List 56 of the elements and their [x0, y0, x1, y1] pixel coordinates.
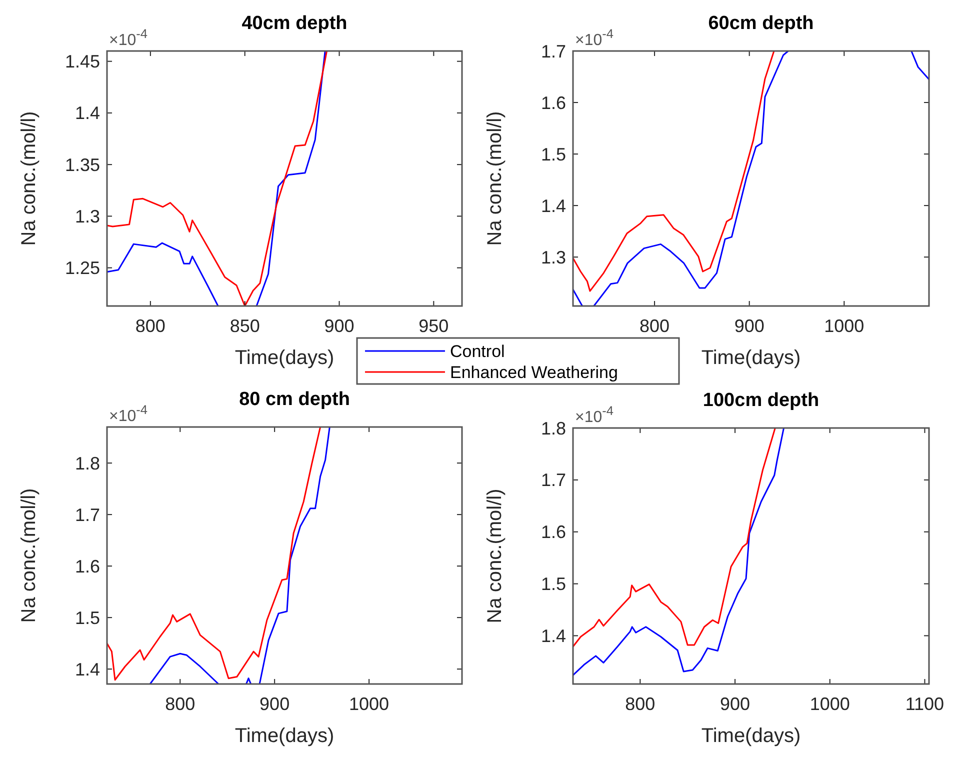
x-axis-title: Time(days) [701, 725, 801, 747]
line-series [573, 428, 785, 676]
line-series [573, 51, 775, 292]
y-tick-label: 1.6 [74, 556, 100, 576]
y-tick-label: 1.35 [64, 154, 100, 175]
x-axis-title: Time(days) [234, 347, 334, 369]
y-tick-label: 1.5 [540, 574, 566, 594]
x-tick-label: 900 [720, 694, 750, 714]
line-series [573, 428, 776, 648]
line-series [107, 427, 322, 681]
x-tick-label: 1000 [349, 694, 390, 714]
text: ×10$^{-4}$ [575, 402, 614, 426]
y-tick-label: 1.5 [74, 608, 100, 628]
y-tick-label: 1.3 [74, 206, 100, 226]
text: ×10$^{-4}$ [109, 26, 148, 49]
y-tick-label: 1.25 [64, 258, 100, 278]
x-tick-label: 900 [324, 316, 354, 336]
y-axis-title: Na conc.(mol/l) [18, 111, 40, 246]
chart-title: 40cm depth [242, 13, 348, 34]
y-tick-label: 1.8 [74, 453, 100, 474]
chart-title: 100cm depth [702, 390, 820, 411]
y-tick-label: 1.45 [64, 52, 100, 72]
legend-label: Control [450, 342, 505, 361]
chart-title: 80 cm depth [239, 389, 350, 410]
x-tick-label: 950 [418, 316, 449, 336]
y-tick-label: 1.7 [540, 470, 566, 490]
text: ×10$^{-4}$ [575, 26, 614, 49]
y-tick-label: 1.4 [74, 103, 100, 124]
y-axis-title: Na conc.(mol/l) [18, 488, 40, 623]
y-axis-title: Na conc.(mol/l) [484, 488, 506, 624]
y-tick-label: 1.4 [540, 626, 566, 646]
x-tick-label: 800 [135, 316, 166, 336]
x-axis-title: Time(days) [701, 347, 801, 369]
legend-label: Enhanced Weathering [450, 362, 618, 382]
x-tick-label: 800 [640, 316, 670, 336]
x-tick-label: 1000 [824, 316, 864, 336]
y-tick-label: 1.8 [540, 418, 566, 438]
y-tick-label: 1.4 [74, 659, 100, 680]
y-tick-label: 1.4 [540, 196, 566, 216]
x-tick-label: 850 [230, 316, 260, 336]
x-tick-label: 1100 [905, 694, 944, 714]
x-tick-label: 800 [625, 694, 656, 714]
text: ×10$^{-4}$ [109, 402, 148, 425]
y-tick-label: 1.3 [540, 247, 566, 268]
y-tick-label: 1.7 [540, 41, 566, 62]
x-axis-title: Time(days) [234, 725, 334, 747]
y-tick-label: 1.6 [540, 92, 566, 113]
x-tick-label: 800 [165, 694, 196, 714]
chart-title: 60cm depth [708, 13, 814, 34]
x-tick-label: 1000 [810, 694, 850, 714]
x-tick-label: 900 [260, 694, 290, 714]
y-tick-label: 1.6 [540, 522, 566, 542]
y-tick-label: 1.5 [540, 144, 566, 164]
y-tick-label: 1.7 [74, 504, 100, 525]
x-tick-label: 900 [734, 316, 764, 336]
y-axis-title: Na conc.(mol/l) [484, 111, 506, 246]
